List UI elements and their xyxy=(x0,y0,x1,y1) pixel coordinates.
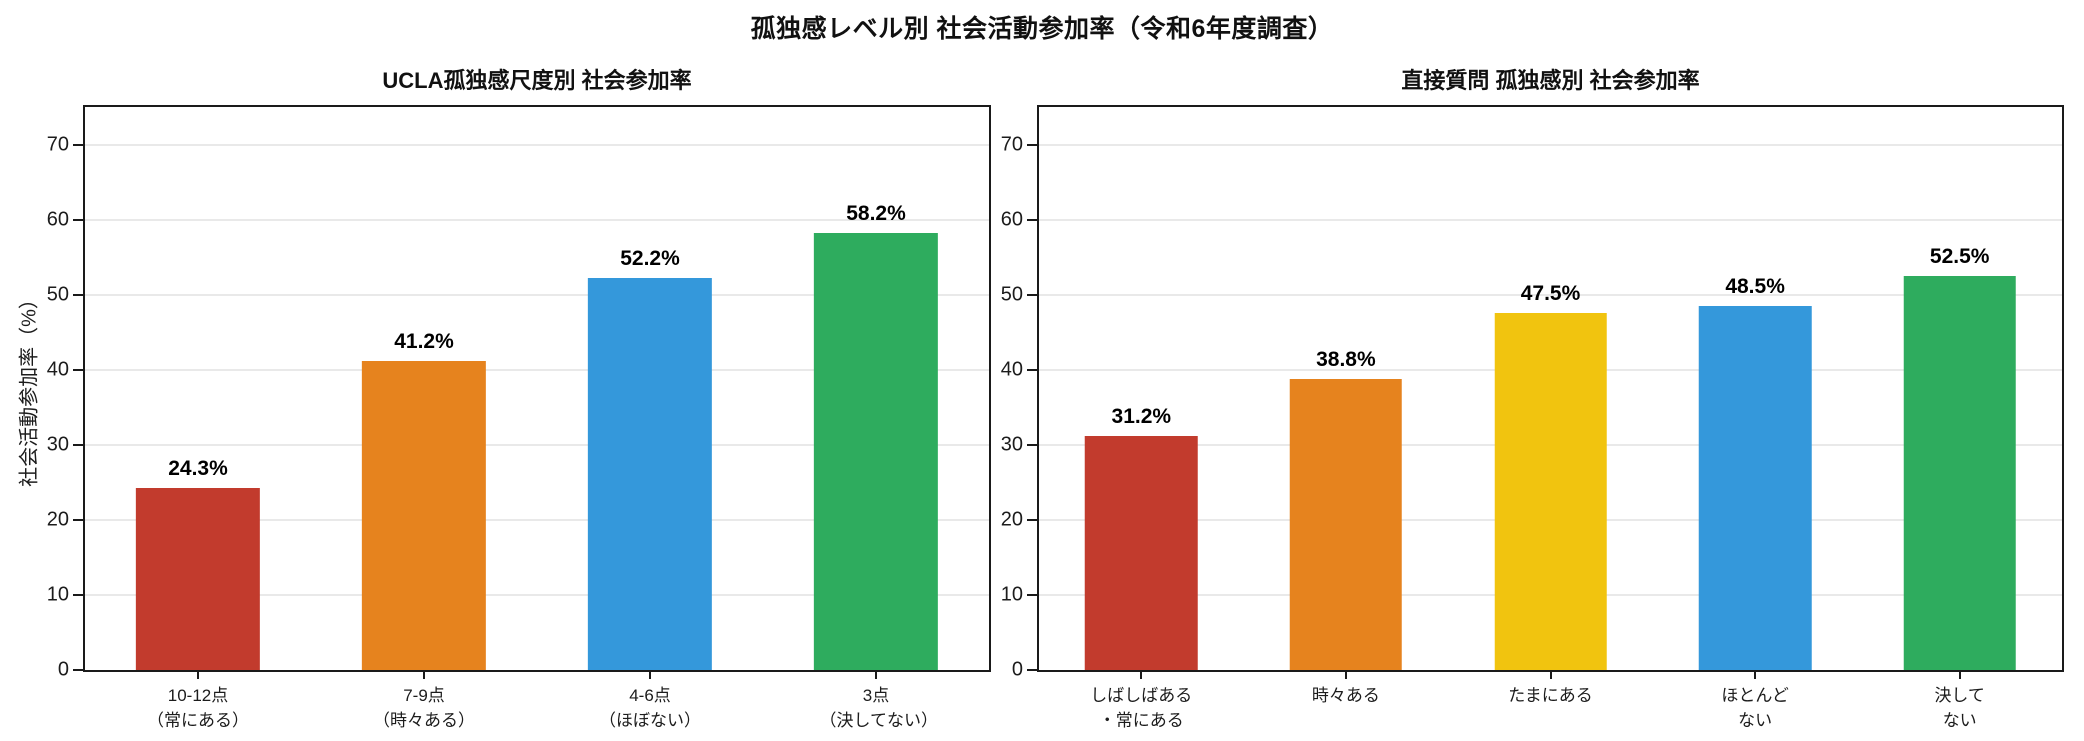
y-tick-mark xyxy=(73,293,83,296)
gridline xyxy=(85,593,989,596)
gridline xyxy=(85,218,989,221)
bar-value-label: 38.8% xyxy=(1316,347,1376,371)
y-tick-mark xyxy=(1027,518,1037,521)
gridline xyxy=(1039,143,2062,146)
x-tick-mark xyxy=(1344,670,1347,679)
bar-value-label: 31.2% xyxy=(1111,404,1172,428)
x-tick-mark xyxy=(1754,670,1757,679)
y-tick-mark xyxy=(1027,593,1037,596)
left-chart-title: UCLA孤独感尺度別 社会参加率 xyxy=(382,68,692,93)
y-tick-label: 70 xyxy=(1000,133,1023,156)
y-tick-label: 70 xyxy=(46,133,69,156)
y-tick-label: 40 xyxy=(46,358,69,381)
gridline xyxy=(85,368,989,371)
x-tick-label: 3点 （決してない） xyxy=(819,686,939,730)
x-tick-mark xyxy=(1549,670,1552,679)
x-tick-label: たまにある xyxy=(1508,686,1593,705)
y-tick-label: 10 xyxy=(46,583,69,606)
y-tick-mark xyxy=(1027,293,1037,296)
x-tick-mark xyxy=(423,670,425,679)
y-tick-label: 60 xyxy=(1000,208,1023,231)
bar xyxy=(813,233,939,670)
bar-value-label: 48.5% xyxy=(1725,274,1785,298)
y-tick-label: 20 xyxy=(46,508,69,531)
y-tick-mark xyxy=(1027,368,1037,371)
y-tick-label: 20 xyxy=(1000,508,1023,531)
gridline xyxy=(85,443,989,446)
x-tick-label: ほとんど ない xyxy=(1721,686,1789,730)
y-tick-mark xyxy=(1027,669,1037,671)
y-tick-mark xyxy=(73,218,83,221)
y-tick-label: 60 xyxy=(46,208,69,231)
y-tick-label: 30 xyxy=(1000,433,1023,456)
y-tick-mark xyxy=(73,518,83,521)
bar xyxy=(135,487,261,670)
bar-value-label: 52.5% xyxy=(1929,244,1990,268)
gridline xyxy=(1039,293,2062,296)
bar xyxy=(1085,435,1198,670)
bar xyxy=(1698,305,1812,670)
x-tick-label: 7-9点 （時々ある） xyxy=(373,686,475,730)
y-tick-label: 50 xyxy=(1000,283,1023,306)
y-tick-mark xyxy=(1027,143,1037,146)
bar-value-label: 58.2% xyxy=(846,202,906,226)
gridline xyxy=(85,518,989,521)
x-tick-mark xyxy=(1140,670,1143,679)
bar-value-label: 41.2% xyxy=(394,329,454,353)
y-tick-label: 30 xyxy=(46,433,69,456)
y-tick-label: 0 xyxy=(1011,658,1023,681)
y-tick-mark xyxy=(73,368,83,371)
figure-title: 孤独感レベル別 社会活動参加率（令和6年度調査） xyxy=(750,15,1334,43)
bar-value-label: 52.2% xyxy=(620,247,680,271)
left-chart-plot-area: 0 10 20 30 40 50 60 70 24.3% 10-12点 （常にある） 41.2% 7-… xyxy=(47,105,991,730)
x-tick-mark xyxy=(875,670,877,679)
y-tick-label: 50 xyxy=(46,283,69,306)
bar xyxy=(1289,378,1403,670)
bar xyxy=(1903,275,2016,670)
right-chart-plot-area: 0 10 20 30 40 50 60 70 31.2% しばしばある ・常にある 38.8% 時々あ… xyxy=(1001,105,2064,730)
bar-value-label: 24.3% xyxy=(168,456,228,480)
x-tick-label: 時々ある xyxy=(1311,686,1380,705)
x-tick-mark xyxy=(649,670,651,679)
y-tick-mark xyxy=(73,593,83,596)
x-tick-label: 4-6点 （ほぼない） xyxy=(599,686,701,730)
x-tick-label: しばしばある ・常にある xyxy=(1090,686,1193,730)
y-tick-mark xyxy=(1027,443,1037,446)
x-tick-mark xyxy=(197,670,199,679)
bar xyxy=(361,360,487,670)
y-tick-label: 40 xyxy=(1000,358,1023,381)
gridline xyxy=(85,143,989,146)
y-tick-label: 10 xyxy=(1000,583,1023,606)
y-tick-label: 0 xyxy=(57,658,69,681)
gridline xyxy=(1039,218,2062,221)
y-tick-mark xyxy=(73,143,83,146)
right-chart-title: 直接質問 孤独感別 社会参加率 xyxy=(1401,68,1700,93)
bar xyxy=(587,278,713,670)
y-tick-mark xyxy=(73,443,83,446)
x-tick-label: 10-12点 （常にある） xyxy=(147,686,249,730)
bar xyxy=(1494,313,1607,670)
y-tick-mark xyxy=(1027,218,1037,221)
x-tick-label: 決して ない xyxy=(1934,686,1985,730)
x-tick-mark xyxy=(1958,670,1961,679)
gridline xyxy=(85,293,989,296)
y-axis-label: 社会活動参加率（%） xyxy=(18,289,41,487)
y-tick-mark xyxy=(73,669,83,671)
bar-value-label: 47.5% xyxy=(1520,282,1581,306)
